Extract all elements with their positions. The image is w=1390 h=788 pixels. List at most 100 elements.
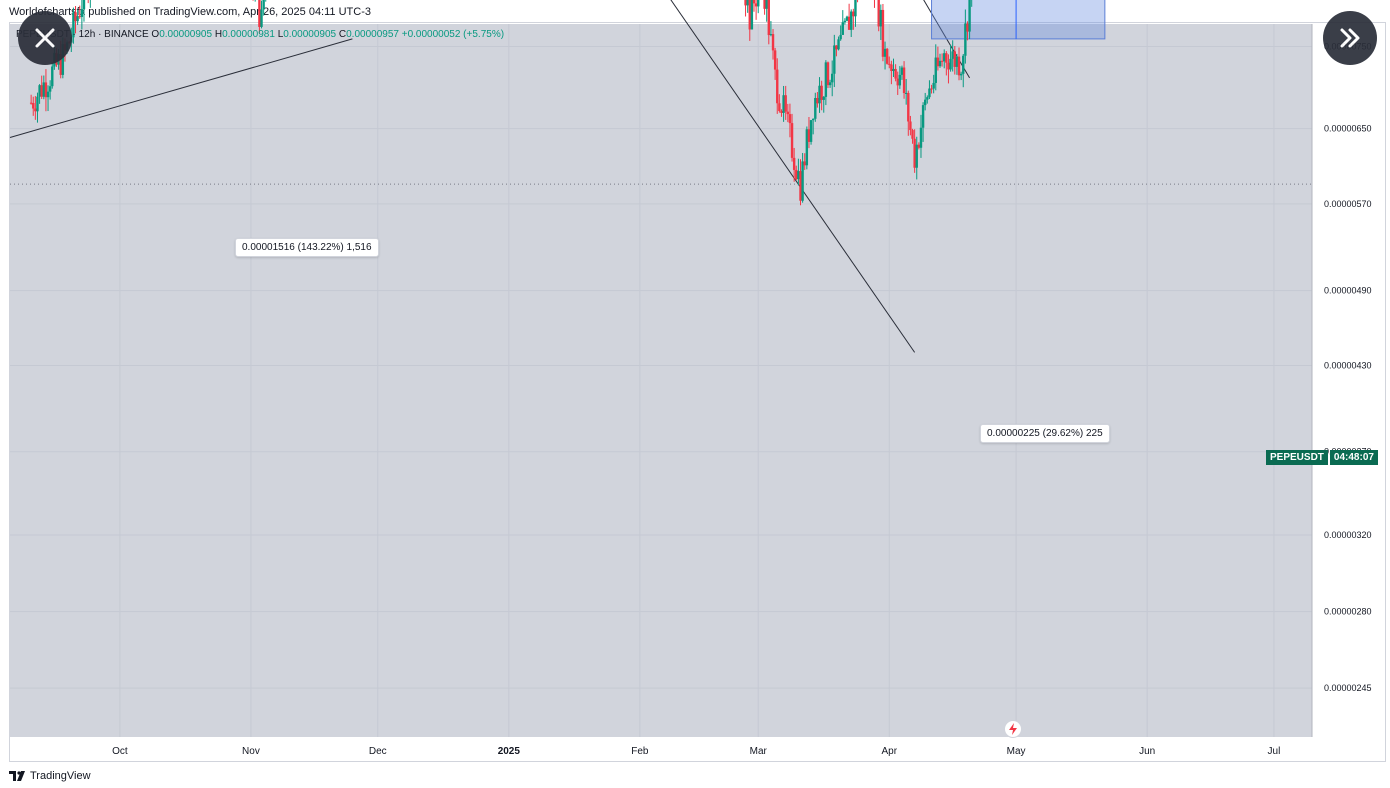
candle-body: [788, 114, 792, 124]
candle-body: [76, 16, 79, 22]
candle-body: [885, 48, 889, 64]
candle-body: [780, 110, 783, 113]
candle-body: [847, 16, 851, 30]
chevrons-right-icon: [1340, 28, 1360, 48]
candle-body: [818, 85, 821, 104]
candle-body: [962, 55, 965, 74]
candle-body: [801, 161, 804, 201]
y-tick-label: 0.00000650: [1324, 124, 1372, 134]
legend-close-key: C: [338, 29, 347, 40]
candle-body: [59, 53, 62, 75]
legend-open-key: O: [151, 29, 160, 40]
candle-body: [80, 9, 84, 17]
trend-line: [9, 38, 353, 138]
candle-body: [40, 85, 43, 97]
candle-body: [36, 96, 39, 112]
candle-body: [786, 111, 790, 115]
candle-body: [820, 85, 823, 100]
candle-body: [926, 97, 929, 100]
candle-body: [913, 138, 916, 168]
next-button[interactable]: [1323, 11, 1377, 65]
candle-body: [902, 67, 906, 94]
tradingview-logo-icon: [9, 771, 25, 781]
candle-body: [919, 127, 923, 148]
candle-body: [48, 86, 52, 92]
candle-body: [943, 53, 946, 62]
y-tick-label: 0.00000490: [1324, 286, 1372, 296]
candle-body: [888, 63, 891, 65]
candle-body: [32, 103, 35, 109]
y-tick-label: 0.00000245: [1324, 683, 1372, 693]
y-tick-label: 0.00000320: [1324, 530, 1372, 540]
x-tick-label: Oct: [112, 746, 128, 757]
price-tag-symbol: PEPEUSDT: [1266, 450, 1328, 465]
x-tick-label: Nov: [242, 746, 260, 757]
candle-body: [78, 16, 81, 18]
measure-range-box: [931, 0, 1106, 40]
candle-body: [767, 0, 770, 36]
candle-body: [258, 0, 261, 27]
candle-body: [29, 102, 33, 104]
candle-body: [951, 51, 954, 59]
footer-brand-text: TradingView: [30, 770, 91, 782]
candle-body: [778, 103, 781, 111]
trend-line: [670, 0, 916, 353]
candle-body: [754, 3, 758, 7]
candle-body: [921, 105, 925, 128]
candle-body: [799, 171, 802, 201]
candle-body: [938, 60, 942, 67]
candle-body: [792, 157, 796, 170]
candle-body: [892, 68, 895, 72]
candle-body: [900, 67, 904, 75]
candle-body: [776, 69, 779, 104]
candle-body: [839, 34, 842, 40]
candle-body: [841, 22, 844, 35]
chart-frame: [9, 22, 1386, 762]
candle-body: [936, 57, 940, 67]
candle-body: [955, 56, 959, 67]
legend-open: 0.00000905: [159, 29, 213, 40]
candle-body: [930, 88, 933, 90]
y-tick-label: 0.00000430: [1324, 361, 1372, 371]
candle-body: [748, 0, 751, 30]
candle-body: [843, 20, 847, 23]
x-tick-label: Jun: [1139, 746, 1155, 757]
candle-body: [805, 129, 809, 166]
candle-body: [837, 39, 840, 50]
candle-body: [42, 82, 46, 97]
candle-body: [260, 9, 263, 27]
candle-body: [877, 0, 880, 27]
candle-body: [909, 121, 912, 131]
candle-body: [915, 144, 918, 168]
candle-body: [940, 60, 944, 62]
candle-body: [763, 0, 766, 9]
candle-body: [924, 99, 927, 106]
x-tick-label: Mar: [750, 746, 768, 757]
legend-close: 0.00000957: [346, 29, 399, 40]
candle-body: [784, 95, 787, 112]
price-tag-countdown: 04:48:07: [1329, 450, 1378, 465]
candle-body: [822, 96, 825, 100]
candle-body: [904, 92, 908, 94]
candle-body: [831, 73, 834, 83]
candle-body: [957, 56, 961, 76]
lightning-icon[interactable]: [1004, 720, 1022, 738]
candle-body: [898, 74, 902, 86]
candle-body: [816, 97, 819, 104]
measure-label-1: 0.00001516 (143.22%) 1,516: [235, 238, 379, 257]
x-tick-label: Apr: [881, 746, 897, 757]
candle-body: [949, 58, 952, 70]
candle-body: [811, 118, 815, 121]
candle-body: [953, 51, 956, 67]
x-tick-label: Jul: [1268, 746, 1281, 757]
candle-body: [746, 0, 749, 6]
candle-body: [945, 53, 948, 63]
candle-body: [803, 161, 806, 166]
candle-body: [879, 9, 883, 27]
legend-high-key: H: [214, 29, 223, 40]
close-button[interactable]: [18, 11, 72, 65]
plot-background: [10, 24, 1312, 737]
close-icon: [35, 28, 55, 48]
candle-body: [262, 0, 265, 10]
